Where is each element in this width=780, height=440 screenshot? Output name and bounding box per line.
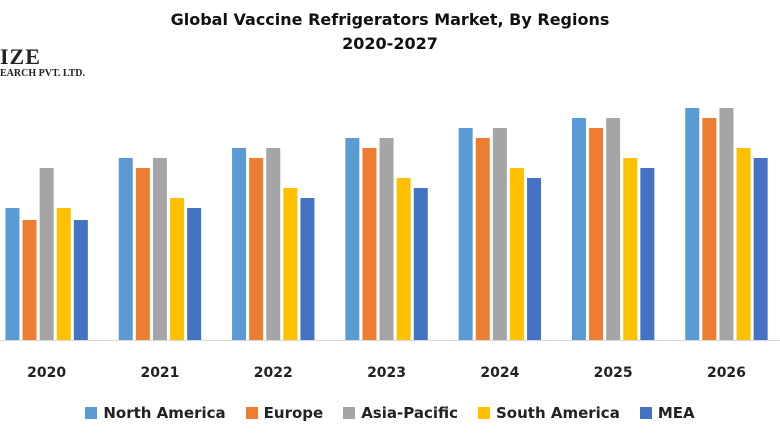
legend-label: Asia-Pacific xyxy=(361,404,458,422)
bar-asia-pacific-2025 xyxy=(606,118,621,340)
bar-europe-2021 xyxy=(135,168,150,340)
chart-title: Global Vaccine Refrigerators Market, By … xyxy=(0,8,780,56)
legend-swatch xyxy=(343,407,356,419)
legend-item: Asia-Pacific xyxy=(343,404,458,422)
legend-item: MEA xyxy=(639,404,695,422)
bar-south-america-2025 xyxy=(623,158,638,340)
bar-europe-2024 xyxy=(475,138,490,340)
logo-line1: IZE xyxy=(0,44,41,69)
bar-mea-2022 xyxy=(300,198,315,340)
bar-europe-2026 xyxy=(702,118,717,340)
bar-europe-2023 xyxy=(362,148,377,340)
legend-item: North America xyxy=(85,404,226,422)
bar-north-america-2025 xyxy=(571,118,586,340)
bar-north-america-2021 xyxy=(118,158,133,340)
bar-south-america-2022 xyxy=(283,188,298,340)
bar-europe-2020 xyxy=(22,220,37,340)
x-tick-label: 2021 xyxy=(140,365,179,381)
bar-south-america-2021 xyxy=(170,198,185,340)
legend-swatch xyxy=(85,407,98,419)
x-tick-label: 2022 xyxy=(254,365,293,381)
bar-north-america-2023 xyxy=(345,138,360,340)
legend-swatch xyxy=(245,407,258,419)
title-text: Global Vaccine Refrigerators Market, By … xyxy=(170,10,610,29)
subtitle-text: 2020-2027 xyxy=(342,34,438,53)
legend-label: South America xyxy=(496,404,620,422)
x-tick-label: 2020 xyxy=(27,365,66,381)
x-tick-label: 2025 xyxy=(594,365,633,381)
legend-label: North America xyxy=(103,404,226,422)
bar-mea-2023 xyxy=(413,188,428,340)
bar-asia-pacific-2022 xyxy=(266,148,281,340)
logo-line2: EARCH PVT. LTD. xyxy=(0,68,86,79)
bar-asia-pacific-2023 xyxy=(379,138,394,340)
bar-south-america-2020 xyxy=(56,208,71,340)
legend-label: MEA xyxy=(657,404,695,422)
bar-asia-pacific-2024 xyxy=(492,128,507,340)
legend-label: Europe xyxy=(263,404,324,422)
company-logo: IZE EARCH PVT. LTD. xyxy=(0,46,85,80)
legend-swatch xyxy=(639,407,652,419)
bar-south-america-2023 xyxy=(396,178,411,340)
legend: North America Europe Asia-Pacific South Ame… xyxy=(0,404,780,422)
bar-north-america-2022 xyxy=(232,148,247,340)
bar-asia-pacific-2026 xyxy=(719,108,734,340)
bar-asia-pacific-2020 xyxy=(39,168,54,340)
bar-europe-2022 xyxy=(249,158,264,340)
bar-mea-2021 xyxy=(187,208,202,340)
bar-mea-2025 xyxy=(640,168,655,340)
bar-mea-2024 xyxy=(527,178,542,340)
bar-mea-2026 xyxy=(753,158,768,340)
bar-asia-pacific-2021 xyxy=(152,158,167,340)
legend-item: South America xyxy=(478,404,620,422)
bar-mea-2020 xyxy=(73,220,88,340)
x-tick-label: 2024 xyxy=(480,365,519,381)
bar-south-america-2026 xyxy=(736,148,751,340)
bar-europe-2025 xyxy=(589,128,604,340)
bar-north-america-2024 xyxy=(458,128,473,340)
x-tick-label: 2023 xyxy=(367,365,406,381)
bar-north-america-2026 xyxy=(685,108,700,340)
bar-north-america-2020 xyxy=(5,208,20,340)
bar-south-america-2024 xyxy=(509,168,524,340)
legend-item: Europe xyxy=(245,404,324,422)
legend-swatch xyxy=(478,407,490,419)
x-tick-label: 2026 xyxy=(707,365,746,381)
